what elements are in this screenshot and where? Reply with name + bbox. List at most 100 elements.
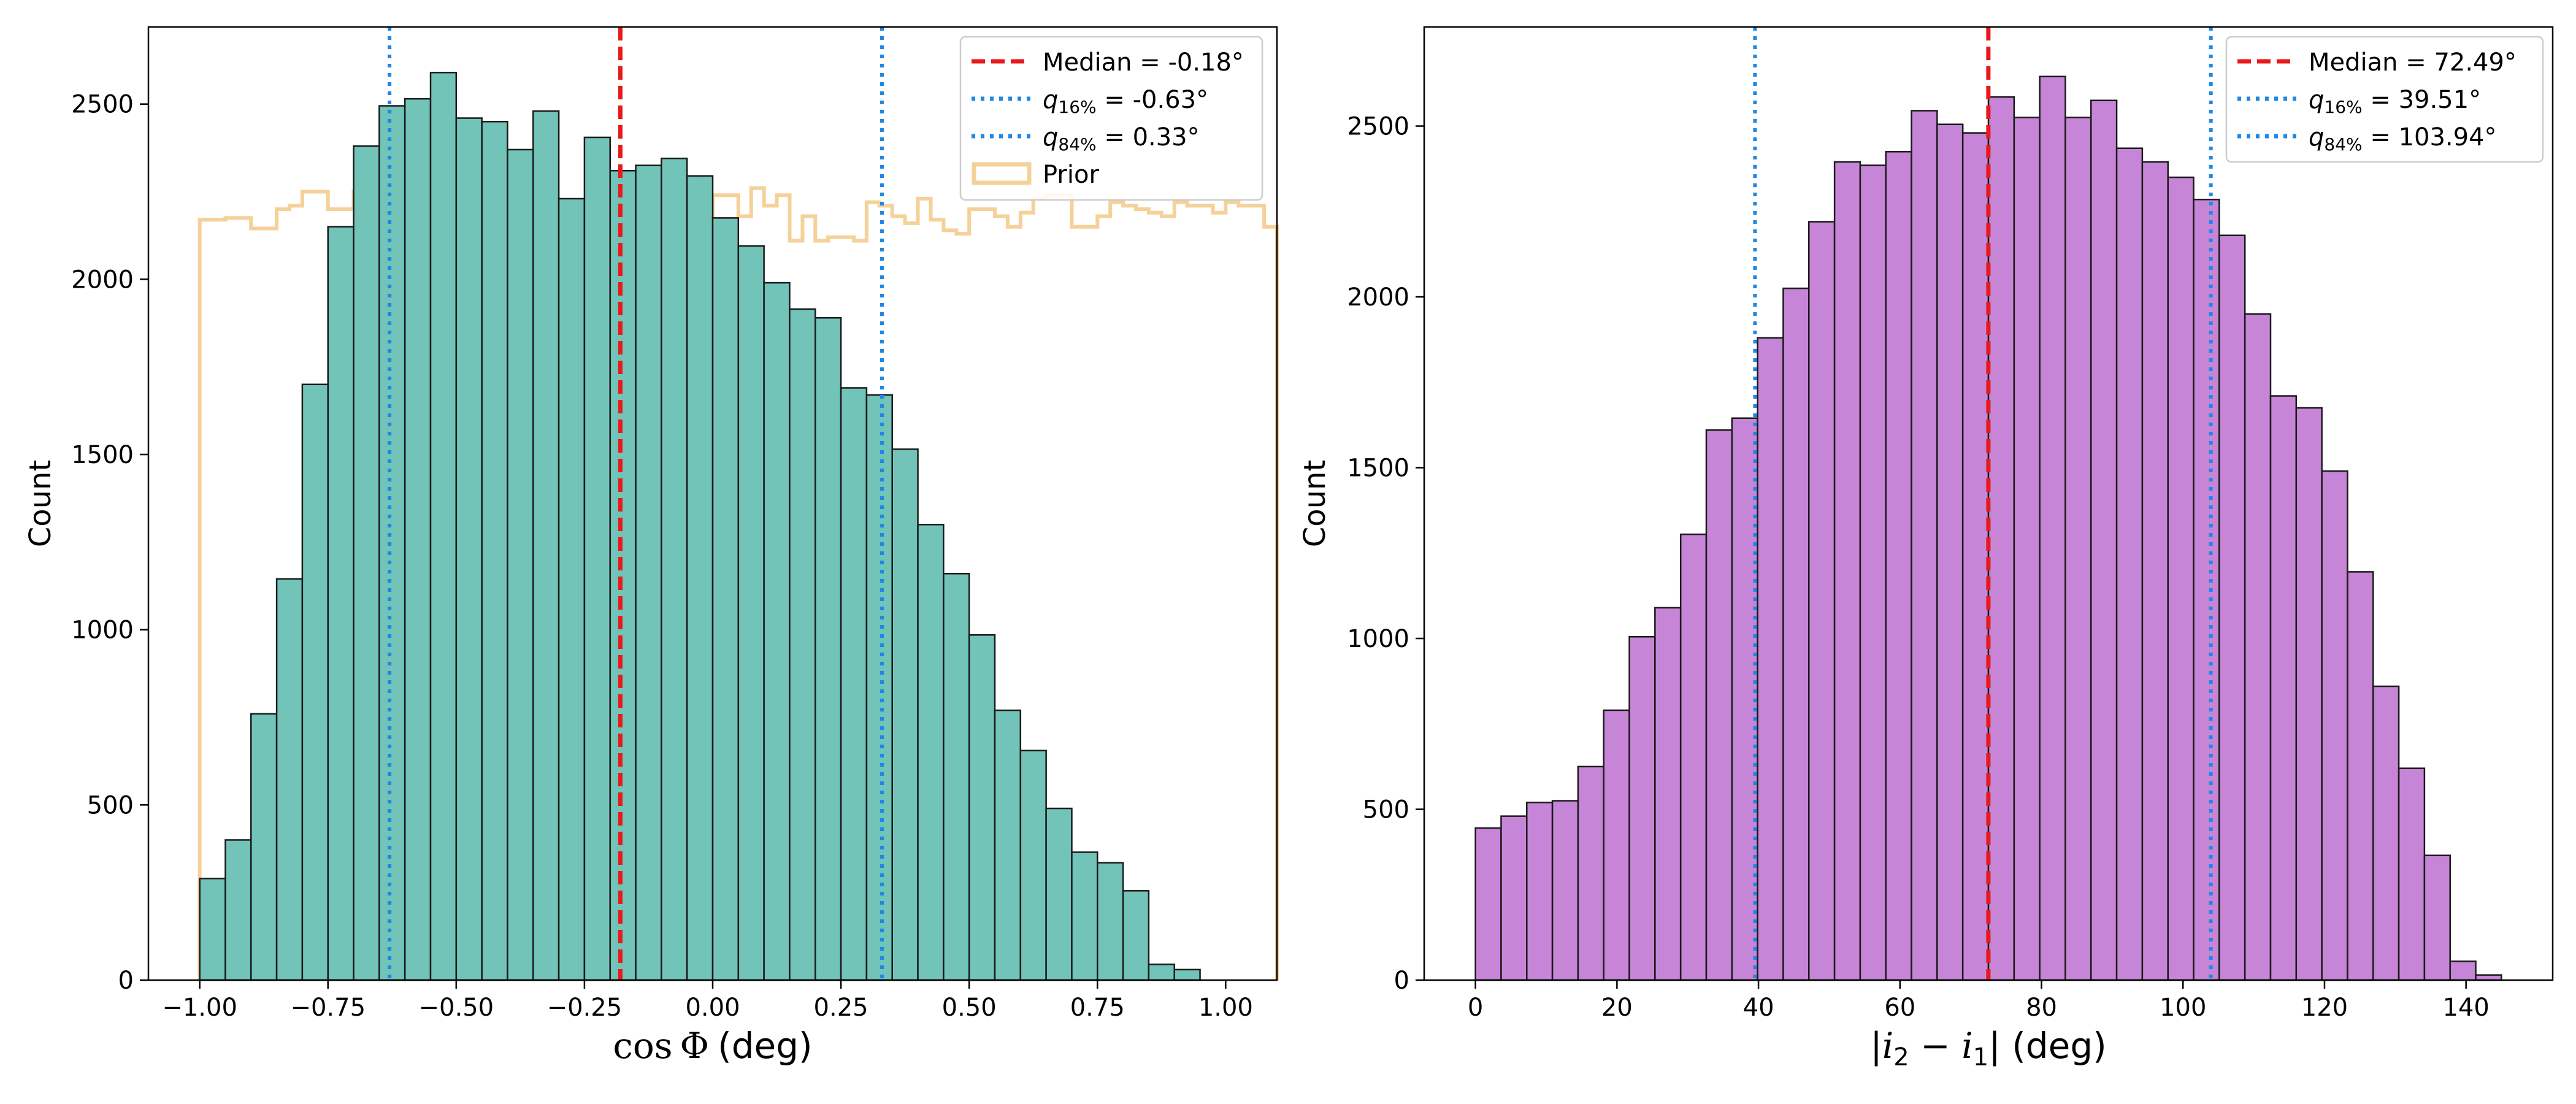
left-histogram-bar	[275, 578, 304, 981]
left-histogram-bar	[661, 158, 688, 981]
left-histogram-bar	[840, 387, 868, 981]
left-legend-prior-swatch	[972, 162, 1032, 185]
right-histogram-bar	[1679, 533, 1708, 981]
left-x-ticks: −1.00 −0.75 −0.50 −0.25 0.00 0.25 0.50 0.75 1.00	[162, 980, 1253, 1022]
left-x-tick-label: −0.75	[290, 994, 366, 1022]
left-y-tick-label: 2500	[71, 91, 134, 119]
left-legend-prior-label: Prior	[1043, 161, 1099, 189]
right-y-tick-label: 1000	[1347, 625, 1409, 653]
left-histogram-bar	[1097, 862, 1124, 981]
right-x-tick-label: 40	[1743, 994, 1774, 1022]
right-histogram-bar	[2141, 161, 2169, 981]
right-histogram-bar	[2039, 75, 2066, 981]
left-histogram-bar	[224, 839, 252, 981]
left-y-ticks: 0 500 1000 1500 2000 2500	[71, 91, 148, 995]
left-histogram-bar	[404, 98, 432, 981]
right-y-tick-label: 2000	[1347, 283, 1409, 312]
left-histogram-bar	[1071, 851, 1098, 981]
right-histogram-bar	[2013, 117, 2041, 981]
right-histogram-bar	[2269, 395, 2298, 981]
right-histogram-bar	[1705, 429, 1733, 981]
left-y-tick-label: 0	[118, 967, 134, 995]
left-histogram-bar	[481, 121, 508, 981]
left-legend-box	[959, 36, 1263, 201]
left-histogram-bar	[327, 226, 355, 981]
left-y-tick-label: 2000	[71, 266, 134, 294]
left-histogram-bar	[1122, 890, 1150, 981]
left-y-tick-label: 1500	[71, 441, 134, 469]
right-histogram-bar	[1628, 635, 1656, 981]
right-x-tick-label: 100	[2160, 994, 2206, 1022]
right-histogram-bar	[1782, 287, 1810, 981]
right-y-tick-label: 1500	[1347, 454, 1409, 483]
right-histogram-bar	[1603, 709, 1630, 981]
left-legend-median-label: Median = -0.18°	[1043, 48, 1244, 77]
left-histogram-bar	[1148, 964, 1175, 981]
right-vlines-layer	[1753, 27, 2213, 980]
left-histogram-bar	[737, 245, 765, 981]
right-histogram-bar	[2218, 234, 2246, 981]
right-histogram-bar	[2449, 960, 2477, 981]
right-histogram-bar	[1551, 800, 1579, 981]
left-histogram-panel: −1.00 −0.75 −0.50 −0.25 0.00 0.25 0.50 0.75 1.00…	[23, 26, 1279, 1067]
right-legend-q16-label: q16% = 39.51°	[2309, 86, 2481, 117]
left-histogram-bar	[353, 145, 380, 981]
left-histogram-bar	[199, 878, 226, 981]
right-x-tick-label: 120	[2301, 994, 2348, 1022]
left-x-tick-label: −0.25	[547, 994, 623, 1022]
left-x-tick-label: 0.75	[1070, 994, 1125, 1022]
left-histogram-bar	[1045, 807, 1073, 981]
left-histogram-bar	[865, 394, 893, 981]
left-x-tick-label: −0.50	[419, 994, 494, 1022]
left-legend-q84-label: q84% = 0.33°	[1043, 123, 1200, 155]
right-y-axis-label: Count	[1298, 460, 1332, 548]
right-histogram-bar	[2244, 313, 2272, 981]
right-y-tick-label: 2500	[1347, 113, 1409, 141]
right-histogram-bar	[2115, 147, 2144, 981]
right-bars-layer	[1474, 75, 2502, 981]
right-legend-box	[2225, 36, 2544, 163]
right-histogram-bar	[1500, 815, 1528, 981]
left-histogram-bar	[429, 72, 458, 981]
right-histogram-bar	[2193, 199, 2220, 981]
right-y-tick-label: 500	[1363, 796, 1409, 824]
left-histogram-bar	[686, 175, 714, 981]
left-legend-q16-label: q16% = -0.63°	[1043, 86, 1208, 117]
right-histogram-bar	[2295, 407, 2323, 981]
left-y-tick-label: 1000	[71, 616, 134, 645]
left-x-tick-label: 0.00	[685, 994, 740, 1022]
left-histogram-bar	[917, 524, 945, 981]
right-y-ticks: 0 500 1000 1500 2000 2500	[1347, 113, 1424, 995]
left-histogram-bar	[532, 110, 560, 981]
right-histogram-bar	[2398, 767, 2426, 981]
right-histogram-bar	[1654, 607, 1682, 981]
right-histogram-bar	[2475, 974, 2502, 981]
right-histogram-bar	[1859, 164, 1887, 981]
right-histogram-bar	[2347, 571, 2374, 981]
left-bars-layer	[199, 72, 1201, 981]
left-histogram-bar	[815, 316, 842, 981]
right-histogram-bar	[1885, 151, 1912, 981]
left-histogram-bar	[943, 573, 970, 981]
right-x-tick-label: 140	[2443, 994, 2490, 1022]
left-x-axis-label: cos Φ (deg)	[613, 1025, 812, 1067]
right-legend: Median = 72.49° q16% = 39.51° q84% = 103…	[2225, 36, 2544, 163]
right-x-axis-label: |i2 − i1| (deg)	[1870, 1025, 2107, 1071]
right-x-tick-label: 20	[1601, 994, 1633, 1022]
left-histogram-bar	[250, 713, 278, 981]
right-histogram-bar	[1757, 337, 1784, 981]
right-legend-median-label: Median = 72.49°	[2309, 48, 2517, 77]
right-y-tick-label: 0	[1394, 967, 1409, 995]
right-legend-q84-label: q84% = 103.94°	[2309, 123, 2497, 155]
left-histogram-bar	[1019, 749, 1047, 981]
left-histogram-bar	[583, 136, 611, 981]
right-histogram-bar	[1577, 765, 1604, 981]
left-histogram-bar	[994, 709, 1022, 981]
left-histogram-bar	[763, 282, 791, 981]
right-x-tick-label: 0	[1468, 994, 1483, 1022]
left-histogram-bar	[558, 197, 586, 981]
right-histogram-bar	[1526, 802, 1554, 981]
right-histogram-bar	[1833, 161, 1861, 981]
left-y-axis-label: Count	[23, 460, 58, 548]
right-x-ticks: 0 20 40 60 80 100 120 140	[1468, 980, 2490, 1022]
